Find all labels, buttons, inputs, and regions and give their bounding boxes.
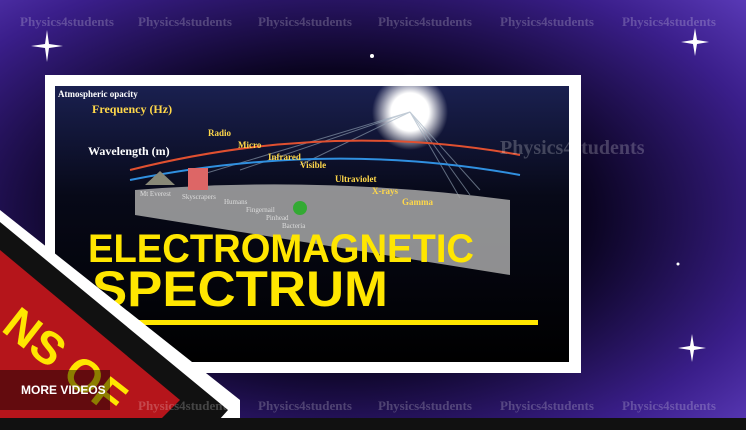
more-videos-button[interactable] bbox=[0, 370, 110, 410]
band-label: Infrared bbox=[268, 152, 301, 162]
object-label: Mt Everest bbox=[140, 190, 171, 198]
sparkle bbox=[31, 30, 63, 62]
band-label: Radio bbox=[208, 128, 232, 138]
spectrum-diagram: Atmospheric opacity Frequency (Hz) Wavel… bbox=[58, 74, 521, 275]
wavelength-label: Wavelength (m) bbox=[88, 144, 170, 158]
watermark: Physics4students bbox=[378, 398, 472, 413]
band-label: Gamma bbox=[402, 197, 433, 207]
watermark: Physics4students bbox=[20, 14, 114, 29]
watermark: Physics4students bbox=[622, 14, 716, 29]
sparkle bbox=[678, 334, 706, 362]
sparkle bbox=[681, 28, 709, 56]
star bbox=[676, 262, 680, 266]
band-label: Visible bbox=[300, 160, 326, 170]
title-line2: SPECTRUM bbox=[92, 261, 388, 317]
watermark: Physics4students bbox=[378, 14, 472, 29]
band-label: Ultraviolet bbox=[335, 174, 376, 184]
watermark: Physics4students bbox=[258, 398, 352, 413]
watermark: Physics4students bbox=[138, 14, 232, 29]
object-label: Bacteria bbox=[282, 222, 306, 230]
more-videos-label[interactable]: MORE VIDEOS bbox=[21, 383, 106, 397]
banner: NS OF bbox=[0, 210, 240, 430]
watermark: Physics4students bbox=[258, 14, 352, 29]
object-label: Fingernail bbox=[246, 206, 275, 214]
watermark: Physics4students bbox=[622, 398, 716, 413]
watermark: Physics4students bbox=[500, 398, 594, 413]
opacity-label: Atmospheric opacity bbox=[58, 89, 138, 99]
watermark: Physics4students bbox=[500, 137, 645, 159]
watermark: Physics4students bbox=[500, 14, 594, 29]
watermark-top: Physics4students Physics4students Physic… bbox=[20, 14, 716, 29]
watermark-bottom: Physics4students Physics4students Physic… bbox=[138, 398, 716, 413]
band-label: Micro bbox=[238, 140, 262, 150]
object-label: Humans bbox=[224, 198, 248, 206]
object-label: Pinhead bbox=[266, 214, 289, 222]
frequency-label: Frequency (Hz) bbox=[92, 102, 172, 116]
title-line1: ELECTROMAGNETIC bbox=[88, 227, 474, 271]
star bbox=[370, 54, 374, 58]
object-label: Skyscrapers bbox=[182, 193, 216, 201]
band-label: X-rays bbox=[372, 186, 398, 196]
title-underline bbox=[88, 320, 538, 325]
watermark: Physics4students bbox=[138, 398, 232, 413]
player-bar bbox=[0, 418, 746, 430]
